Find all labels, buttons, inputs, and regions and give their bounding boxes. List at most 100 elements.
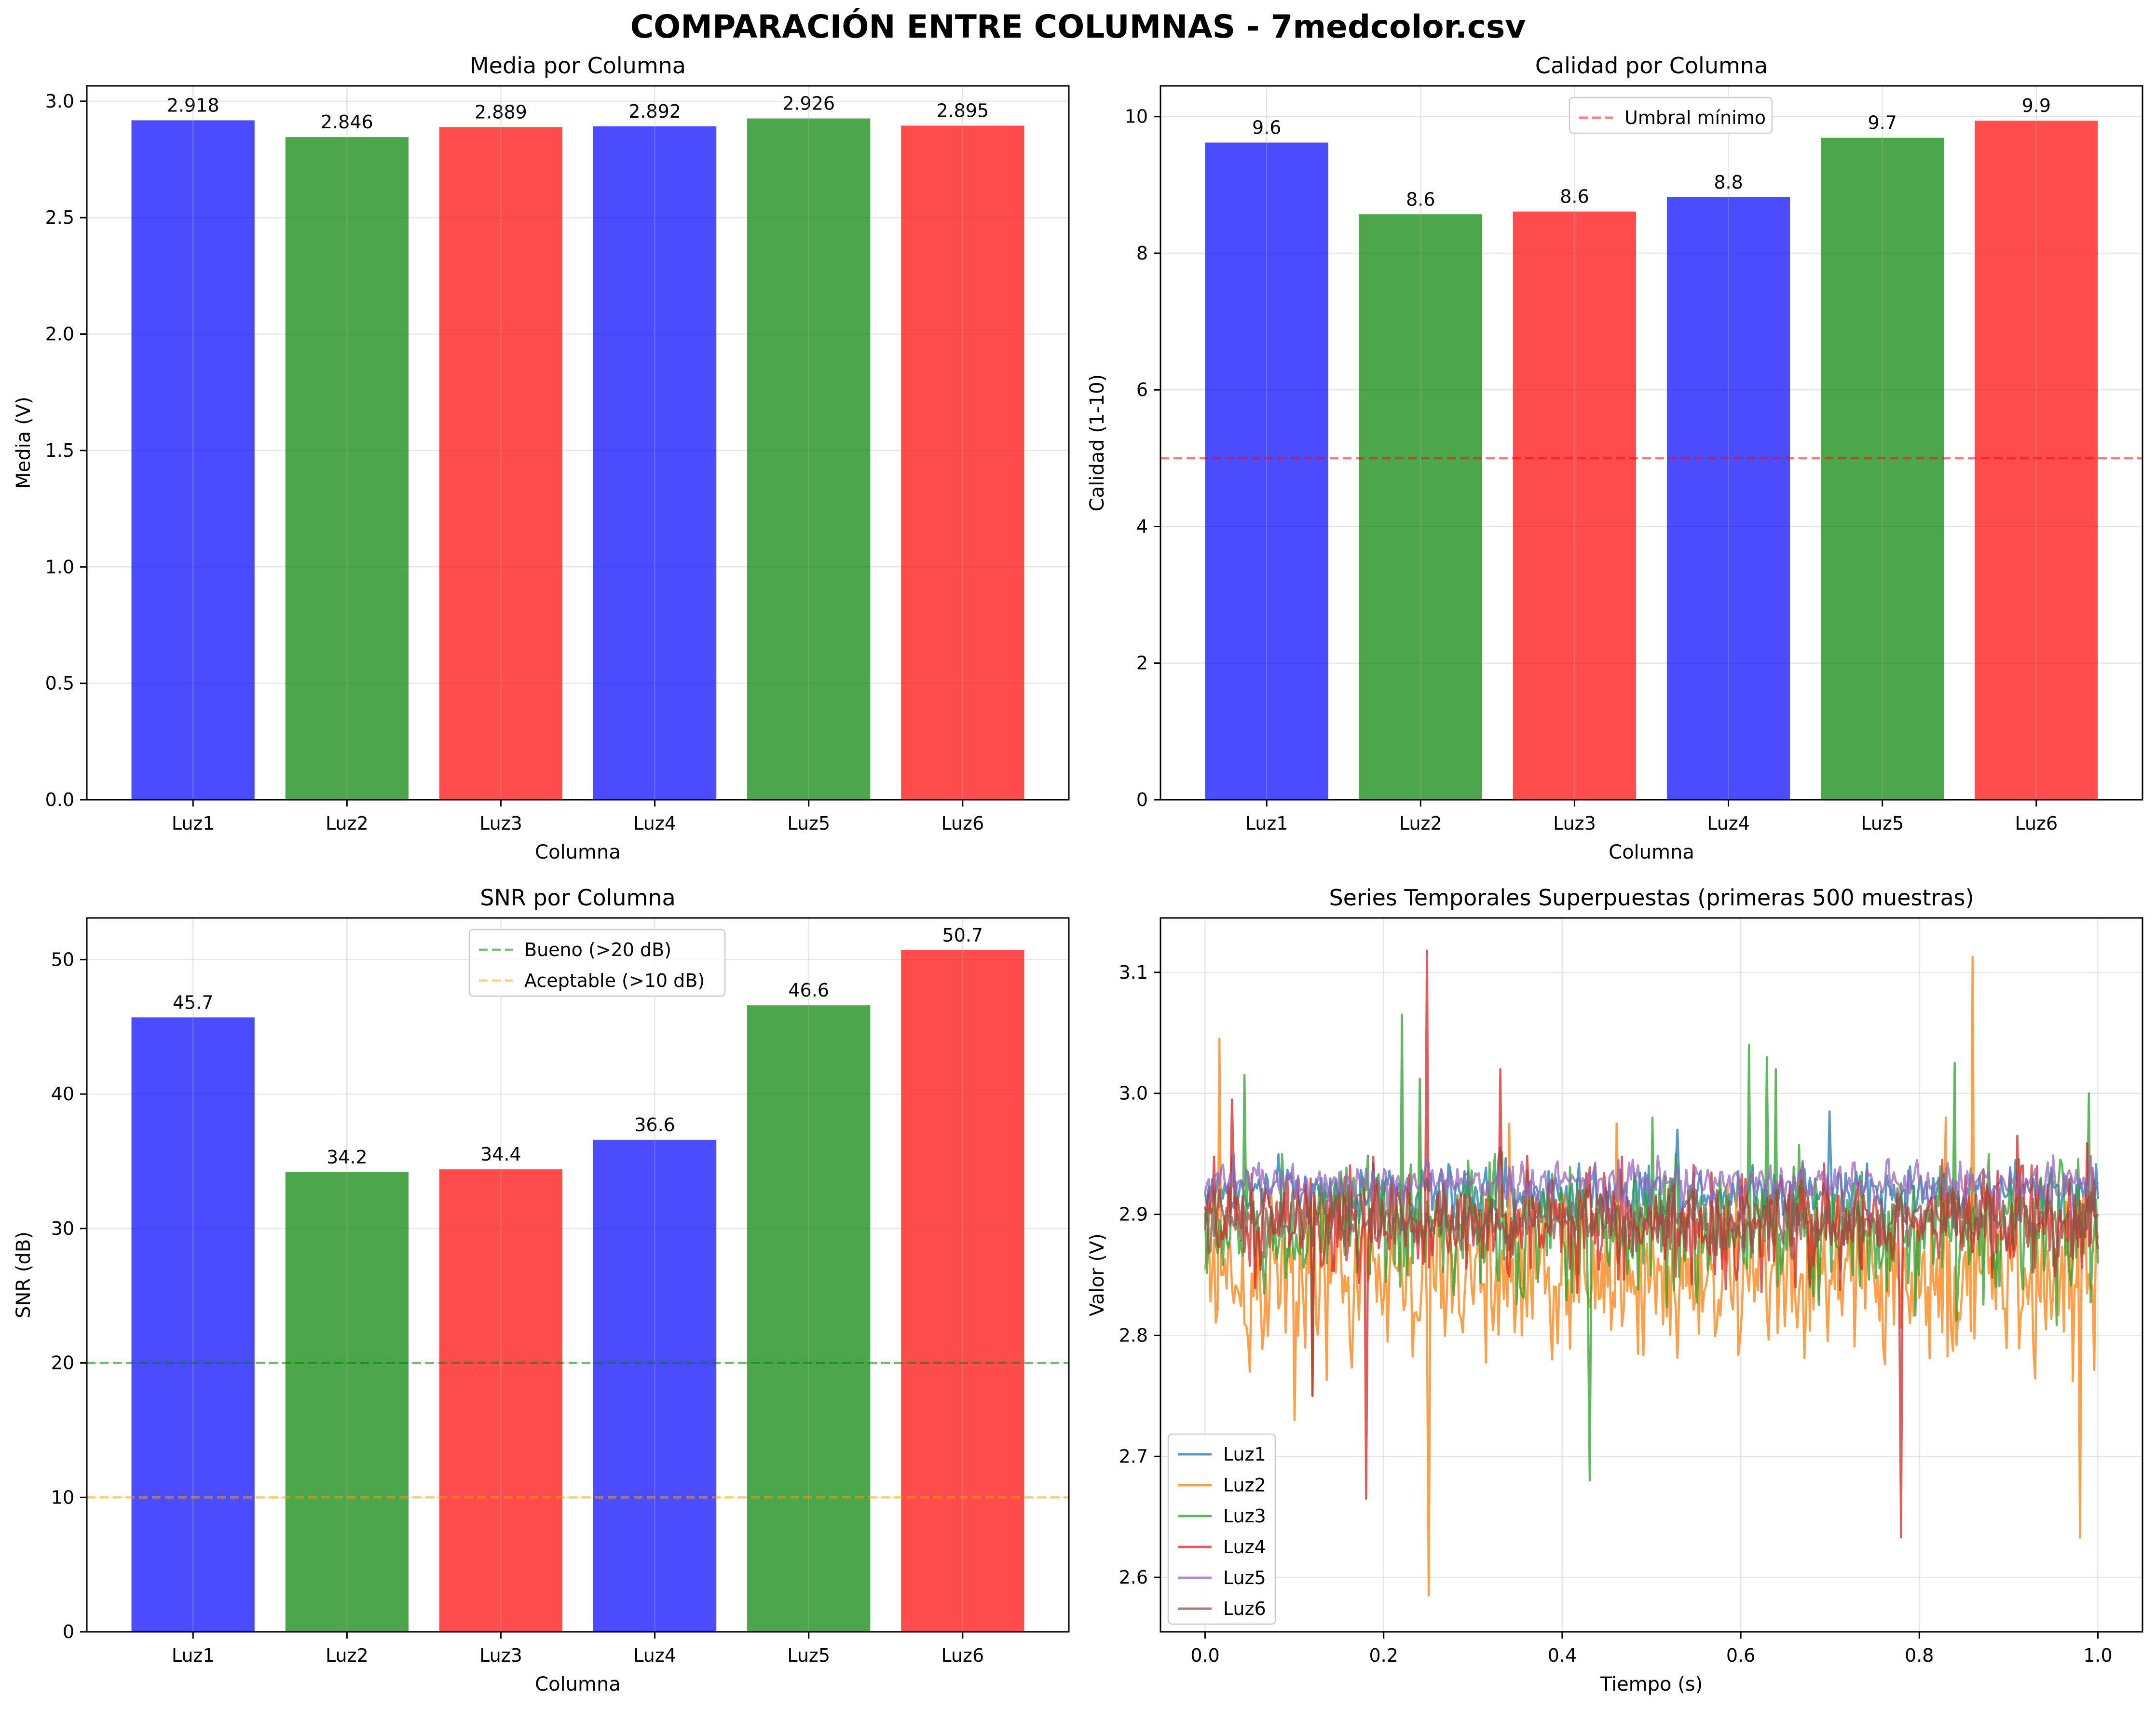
legend-frame xyxy=(468,929,726,997)
bar-luz3 xyxy=(1513,211,1637,800)
x-tick-label: Luz4 xyxy=(633,1645,676,1666)
bar-value-label: 50.7 xyxy=(942,925,983,946)
legend: Umbral mínimo xyxy=(1569,96,1773,134)
bar-value-label: 2.918 xyxy=(167,95,219,116)
x-axis-label: Columna xyxy=(1609,841,1694,863)
chart-title: Series Temporales Superpuestas (primeras… xyxy=(1329,885,1974,911)
bar-value-label: 46.6 xyxy=(788,980,829,1001)
bar-luz4 xyxy=(593,126,717,800)
bar-value-label: 8.6 xyxy=(1406,189,1435,210)
y-tick-label: 2.5 xyxy=(45,207,74,228)
y-tick-label: 1.5 xyxy=(45,440,74,461)
x-tick-label: Luz3 xyxy=(1553,813,1596,834)
legend-frame xyxy=(1569,96,1773,134)
bar-luz6 xyxy=(1975,121,2098,800)
y-tick-label: 10 xyxy=(51,1487,74,1508)
chart-title: Media por Columna xyxy=(470,53,686,79)
x-tick-label: Luz6 xyxy=(941,813,984,834)
series-line-luz4 xyxy=(1204,949,2099,1539)
legend: Luz1 Luz2 Luz3 Luz4 Luz5 Luz6 xyxy=(1167,1433,1276,1625)
legend-label: Bueno (>20 dB) xyxy=(524,939,671,960)
legend-label: Aceptable (>10 dB) xyxy=(524,970,705,991)
y-tick-label: 10 xyxy=(1125,106,1148,127)
y-tick-label: 0 xyxy=(1136,789,1148,810)
x-tick-label: Luz1 xyxy=(1245,813,1288,834)
legend: Bueno (>20 dB) Aceptable (>10 dB) xyxy=(468,929,726,997)
y-tick-label: 40 xyxy=(51,1083,74,1105)
y-axis-label: SNR (dB) xyxy=(13,1231,35,1318)
bar-luz3 xyxy=(439,127,563,800)
x-tick-label: Luz3 xyxy=(479,813,522,834)
bar-value-label: 34.2 xyxy=(327,1147,368,1168)
bar-value-label: 2.895 xyxy=(936,100,989,122)
x-tick-label: Luz6 xyxy=(2015,813,2058,834)
y-tick-label: 50 xyxy=(51,949,74,970)
y-tick-label: 2.7 xyxy=(1119,1446,1148,1467)
y-tick-label: 0.5 xyxy=(45,673,74,694)
y-tick-label: 1.0 xyxy=(45,556,74,577)
y-tick-label: 2.8 xyxy=(1119,1325,1148,1346)
bar-value-label: 36.6 xyxy=(634,1114,675,1135)
y-tick-label: 0.0 xyxy=(45,789,74,810)
x-tick-label: Luz6 xyxy=(941,1645,984,1666)
bar-value-label: 9.6 xyxy=(1252,117,1281,138)
x-tick-label: Luz1 xyxy=(172,813,215,834)
x-tick-label: Luz2 xyxy=(326,813,368,834)
x-tick-label: 0.0 xyxy=(1190,1645,1219,1666)
x-tick-label: 0.6 xyxy=(1726,1645,1755,1666)
bar-value-label: 34.4 xyxy=(480,1144,521,1165)
y-tick-label: 4 xyxy=(1136,516,1148,537)
x-tick-label: Luz4 xyxy=(1707,813,1750,834)
legend-label: Luz2 xyxy=(1223,1475,1266,1496)
bar-luz4 xyxy=(593,1139,717,1632)
bar-value-label: 45.7 xyxy=(173,992,214,1013)
bar-luz1 xyxy=(1205,142,1328,800)
bar-luz4 xyxy=(1666,197,1790,800)
x-tick-label: Luz2 xyxy=(326,1645,368,1666)
x-tick-label: Luz1 xyxy=(172,1645,215,1666)
bar-luz6 xyxy=(901,950,1024,1632)
bar-value-label: 9.7 xyxy=(1868,112,1897,134)
axes-frame xyxy=(1160,917,2143,1633)
bar-value-label: 2.926 xyxy=(782,93,835,114)
y-tick-label: 30 xyxy=(51,1218,74,1239)
bar-luz6 xyxy=(901,125,1024,800)
bar-value-label: 9.9 xyxy=(2022,95,2051,116)
y-tick-label: 3.0 xyxy=(1119,1083,1148,1104)
y-tick-label: 0 xyxy=(63,1621,74,1642)
x-tick-label: 0.8 xyxy=(1905,1645,1934,1666)
legend-label: Umbral mínimo xyxy=(1624,107,1766,128)
x-tick-label: Luz4 xyxy=(633,813,676,834)
bar-value-label: 8.6 xyxy=(1560,186,1589,207)
bar-luz2 xyxy=(285,137,409,800)
axes-frame xyxy=(86,917,1070,1633)
bar-value-label: 2.892 xyxy=(628,101,681,122)
y-tick-label: 20 xyxy=(51,1353,74,1374)
x-tick-label: 0.2 xyxy=(1369,1645,1398,1666)
x-axis-label: Columna xyxy=(535,841,621,863)
bar-luz1 xyxy=(131,120,255,800)
y-tick-label: 2.0 xyxy=(45,324,74,345)
series-line-luz6 xyxy=(1204,1178,2099,1260)
bar-luz3 xyxy=(439,1169,563,1632)
chart-title: SNR por Columna xyxy=(480,885,675,911)
y-tick-label: 2.9 xyxy=(1119,1204,1148,1225)
x-tick-label: Luz2 xyxy=(1399,813,1442,834)
axes-frame xyxy=(1160,85,2143,801)
x-tick-label: 0.4 xyxy=(1548,1645,1577,1666)
legend-label: Luz5 xyxy=(1223,1567,1266,1588)
bar-luz5 xyxy=(747,1005,871,1632)
y-axis-label: Calidad (1-10) xyxy=(1086,374,1108,512)
y-axis-label: Media (V) xyxy=(13,396,35,489)
legend-label: Luz6 xyxy=(1223,1598,1266,1619)
y-tick-label: 3.0 xyxy=(45,91,74,112)
x-tick-label: Luz3 xyxy=(479,1645,522,1666)
x-tick-label: 1.0 xyxy=(2083,1645,2112,1666)
bar-luz1 xyxy=(131,1017,255,1632)
bar-value-label: 2.889 xyxy=(475,101,527,123)
chart-snr: 0 10 20 30 40 50 45.7 Luz1 34.2 Luz2 34.4 Luz3 36.6 L… xyxy=(13,885,1070,1695)
y-tick-label: 2 xyxy=(1136,653,1148,674)
y-tick-label: 2.6 xyxy=(1119,1567,1148,1588)
x-tick-label: Luz5 xyxy=(1861,813,1904,834)
